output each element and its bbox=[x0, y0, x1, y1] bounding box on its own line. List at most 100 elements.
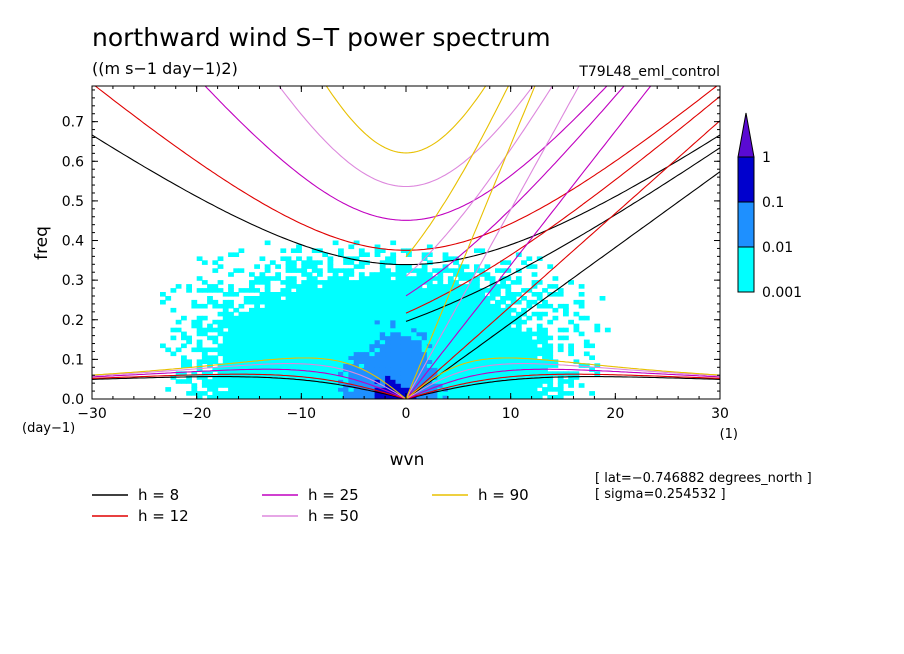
shade-cell bbox=[259, 387, 266, 392]
shade-cell bbox=[233, 331, 240, 337]
shade-cell bbox=[500, 347, 506, 353]
shade-cell bbox=[327, 363, 334, 368]
shade-cell bbox=[290, 299, 297, 305]
shade-cell bbox=[238, 288, 245, 293]
shade-cell bbox=[306, 296, 313, 301]
shade-cell bbox=[364, 371, 370, 376]
ig-curve bbox=[278, 86, 534, 188]
shade-cell bbox=[269, 395, 276, 399]
shade-cell bbox=[243, 339, 250, 345]
shade-cell bbox=[515, 383, 522, 388]
shade-cell bbox=[426, 244, 433, 250]
shade-cell bbox=[500, 371, 506, 376]
shade-cell bbox=[411, 299, 417, 305]
shade-cell bbox=[474, 339, 480, 345]
shade-cell bbox=[589, 391, 595, 396]
shade-cell bbox=[416, 359, 423, 364]
shade-cell bbox=[311, 280, 318, 285]
shade-cell bbox=[332, 272, 339, 277]
shade-cell bbox=[374, 327, 381, 333]
shade-cell bbox=[353, 315, 360, 321]
shade-cell bbox=[374, 272, 381, 277]
shade-cell bbox=[416, 383, 423, 388]
shade-cell bbox=[348, 387, 355, 392]
shade-cell bbox=[505, 303, 512, 309]
shade-cell bbox=[495, 375, 501, 380]
shade-cell bbox=[369, 359, 376, 364]
shade-cell bbox=[228, 387, 234, 392]
shade-cell bbox=[406, 379, 412, 384]
shade-cell bbox=[489, 387, 496, 392]
shade-cell bbox=[175, 319, 182, 325]
shade-cell bbox=[453, 363, 459, 368]
shade-cell bbox=[463, 351, 470, 357]
shade-cell bbox=[311, 335, 318, 341]
shade-cell bbox=[505, 307, 512, 313]
shade-cell bbox=[495, 391, 501, 396]
shade-cell bbox=[426, 252, 433, 257]
shade-cell bbox=[510, 387, 517, 392]
shade-cell bbox=[364, 299, 370, 305]
shade-cell bbox=[437, 327, 444, 333]
shade-cell bbox=[468, 288, 475, 293]
shade-cell bbox=[542, 379, 548, 384]
shade-cell bbox=[285, 264, 292, 269]
shade-cell bbox=[395, 363, 402, 368]
shade-cell bbox=[426, 327, 433, 333]
shade-cell bbox=[327, 355, 334, 360]
shade-cell bbox=[547, 343, 554, 349]
shade-cell bbox=[400, 288, 407, 293]
shade-cell bbox=[228, 323, 234, 329]
shade-cell bbox=[453, 299, 459, 305]
shade-cell bbox=[395, 299, 402, 305]
shade-cell bbox=[369, 280, 376, 285]
shade-cell bbox=[238, 351, 245, 357]
x-tick-label: −20 bbox=[182, 406, 212, 422]
shade-cell bbox=[390, 327, 397, 333]
shade-cell bbox=[426, 315, 433, 321]
shade-cell bbox=[390, 383, 397, 388]
shade-cell bbox=[285, 319, 292, 325]
shade-cell bbox=[269, 292, 276, 297]
shade-cell bbox=[338, 387, 344, 392]
shade-cell bbox=[207, 379, 213, 384]
shade-cell bbox=[343, 331, 349, 337]
shade-cell bbox=[353, 343, 360, 349]
shade-cell bbox=[217, 379, 224, 384]
shade-cell bbox=[201, 351, 208, 357]
shade-cell bbox=[327, 351, 334, 357]
shade-cell bbox=[453, 323, 459, 329]
shade-cell bbox=[233, 387, 240, 392]
shade-cell bbox=[432, 339, 438, 345]
shade-cell bbox=[280, 387, 287, 392]
shade-cell bbox=[495, 383, 501, 388]
shade-cell bbox=[489, 284, 496, 289]
shade-cell bbox=[432, 379, 438, 384]
shade-cell bbox=[348, 311, 355, 317]
shade-cell bbox=[406, 276, 412, 281]
shade-cell bbox=[285, 292, 292, 297]
shade-cell bbox=[589, 367, 595, 372]
y-tick-label: 0.5 bbox=[62, 194, 84, 210]
shade-cell bbox=[447, 268, 454, 273]
shade-cell bbox=[364, 347, 370, 353]
shade-cell bbox=[484, 303, 491, 309]
shade-cell bbox=[458, 343, 465, 349]
shade-cell bbox=[228, 284, 234, 289]
shade-cell bbox=[437, 272, 444, 277]
shade-cell bbox=[280, 315, 287, 321]
shade-cell bbox=[296, 335, 302, 341]
shade-cell bbox=[353, 379, 360, 384]
shade-cell bbox=[217, 331, 224, 337]
shade-cell bbox=[338, 379, 344, 384]
shade-cell bbox=[395, 276, 402, 281]
shade-cell bbox=[343, 371, 349, 376]
ig-curve bbox=[94, 86, 718, 251]
shade-cell bbox=[484, 379, 491, 384]
shade-cell bbox=[468, 371, 475, 376]
shade-cell bbox=[515, 323, 522, 329]
shade-cell bbox=[212, 327, 219, 333]
shade-cell bbox=[275, 339, 281, 345]
shade-cell bbox=[500, 280, 506, 285]
shade-cell bbox=[479, 331, 486, 337]
